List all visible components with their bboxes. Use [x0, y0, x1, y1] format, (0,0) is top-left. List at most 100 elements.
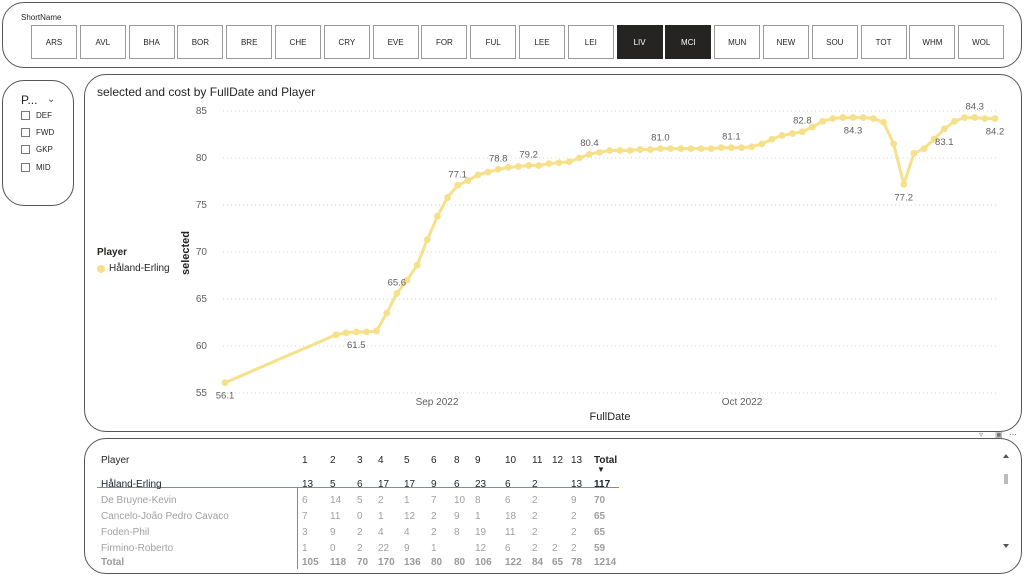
tile-liv[interactable]: LIV: [616, 25, 663, 59]
data-point: [575, 154, 583, 162]
tile-for[interactable]: FOR: [421, 25, 468, 59]
option-label: MID: [36, 163, 51, 172]
table-total-row[interactable]: Total 105 118 70 170 136 80 80 106 122 84 65 78 1214: [97, 555, 617, 571]
tile-lee[interactable]: LEE: [519, 25, 565, 59]
cell-value: 12: [404, 511, 416, 522]
tile-ful[interactable]: FUL: [470, 25, 517, 59]
data-point: [555, 159, 563, 167]
data-point: [798, 128, 806, 136]
cell-value: 2: [532, 543, 538, 553]
data-point: [910, 149, 918, 157]
data-point: [606, 147, 614, 154]
shortname-slicer: ShortName ARS AVL BHA BOR BRE CHE CRY EVE FOR FUL…: [2, 2, 1022, 68]
checkbox[interactable]: [21, 111, 30, 120]
cell-player: Firmino-Roberto: [101, 543, 174, 553]
option-label: DEF: [36, 111, 52, 120]
cell-value: 70: [594, 495, 606, 506]
data-point: [839, 114, 847, 121]
cell-value: 6: [431, 455, 437, 466]
tile-bha[interactable]: BHA: [128, 25, 175, 59]
tile-mci[interactable]: MCI: [665, 25, 712, 59]
data-point: [484, 168, 492, 176]
data-point: [342, 329, 350, 337]
option-def[interactable]: DEF: [21, 111, 52, 120]
data-label: 81.1: [722, 132, 741, 143]
cell-value: 2: [552, 543, 558, 553]
data-point: [768, 135, 776, 143]
data-label: 84.2: [986, 127, 1005, 138]
table-header[interactable]: Player 1 2 3 4 5 6 8 9 10 11 12 13 Total ▼: [97, 453, 617, 474]
data-label: 84.3: [965, 102, 984, 113]
line-chart-visual[interactable]: selected and cost by FullDate and Player…: [84, 74, 1022, 432]
tile-ars[interactable]: ARS: [31, 25, 77, 59]
option-gkp[interactable]: GKP: [21, 145, 53, 154]
data-point: [596, 148, 603, 156]
more-options-icon[interactable]: ⋯: [1009, 430, 1017, 439]
data-point: [869, 115, 877, 122]
tile-che[interactable]: CHE: [275, 25, 321, 59]
option-mid[interactable]: MID: [21, 163, 51, 172]
tile-lei[interactable]: LEI: [567, 25, 614, 59]
table-row[interactable]: De Bruyne-Kevin 6 14 5 2 1 7 10 8 6 2 9 70: [97, 493, 617, 509]
cell-value: 4: [378, 527, 384, 538]
data-point: [504, 164, 512, 171]
cell-value: 6: [357, 479, 363, 490]
cell-value: 13: [302, 479, 314, 490]
cell-value: 22: [378, 543, 390, 553]
data-point: [616, 147, 624, 154]
data-point: [707, 145, 715, 152]
scroll-thumb[interactable]: [1004, 474, 1008, 484]
checkbox[interactable]: [21, 145, 30, 154]
sort-desc-icon[interactable]: ▼: [597, 465, 605, 474]
cell-value: 23: [475, 479, 487, 490]
vertical-scrollbar[interactable]: [1000, 452, 1012, 552]
y-axis-title: selected: [180, 231, 192, 275]
table-row[interactable]: Foden-Phil 3 9 2 4 4 2 8 19 11 2 2 65: [97, 525, 617, 541]
data-point: [748, 143, 756, 151]
data-point: [849, 114, 857, 121]
tile-mun[interactable]: MUN: [714, 25, 761, 59]
option-label: FWD: [36, 128, 55, 137]
tile-avl[interactable]: AVL: [79, 25, 126, 59]
tile-sou[interactable]: SOU: [811, 25, 858, 59]
filter-icon[interactable]: ▿: [979, 430, 984, 439]
focus-mode-icon[interactable]: ▣: [995, 430, 1003, 439]
cell-value: 4: [378, 455, 384, 466]
checkbox[interactable]: [21, 163, 30, 172]
scroll-up-icon[interactable]: [1003, 454, 1009, 458]
checkbox[interactable]: [21, 128, 30, 137]
tile-bor[interactable]: BOR: [177, 25, 224, 59]
tile-cry[interactable]: CRY: [323, 25, 370, 59]
cell-value: 2: [431, 511, 437, 522]
cell-value: 6: [302, 495, 308, 506]
cell-value: 11: [532, 455, 543, 466]
cell-value: 1: [475, 511, 481, 522]
y-tick-label: 55: [196, 388, 208, 399]
data-point: [728, 144, 735, 152]
matrix-visual[interactable]: Player 1 2 3 4 5 6 8 9 10 11 12 13 Total ▼ Håland-Erlin…: [84, 438, 1022, 574]
tile-tot[interactable]: TOT: [860, 25, 907, 59]
tile-whm[interactable]: WHM: [909, 25, 956, 59]
data-label: 79.2: [519, 150, 538, 161]
tile-bre[interactable]: BRE: [226, 25, 273, 59]
data-point: [961, 114, 968, 121]
cell-value: 70: [357, 557, 369, 568]
table-row[interactable]: Cancelo-João Pedro Cavaco 7 11 0 1 12 2 9 1 18 2 2 6…: [97, 509, 617, 525]
data-point: [951, 117, 958, 125]
table-row[interactable]: Håland-Erling 13 5 6 17 17 9 6 23 6 2 13 117: [97, 477, 617, 493]
option-label: GKP: [36, 145, 53, 154]
data-point: [464, 177, 472, 184]
cell-value: 0: [330, 543, 336, 553]
tile-wol[interactable]: WOL: [958, 25, 1005, 59]
data-point: [332, 331, 340, 339]
option-fwd[interactable]: FWD: [21, 128, 54, 137]
cell-value: 2: [571, 511, 577, 522]
x-tick-label: Oct 2022: [722, 397, 763, 408]
legend-item[interactable]: Håland-Erling: [97, 263, 170, 274]
tile-new[interactable]: NEW: [763, 25, 809, 59]
chevron-down-icon[interactable]: ⌄: [47, 94, 56, 105]
scroll-down-icon[interactable]: [1003, 544, 1009, 548]
cell-value: 1: [431, 543, 437, 553]
table-row[interactable]: Firmino-Roberto 1 0 2 22 9 1 12 6 2 2 2 59: [97, 541, 617, 553]
tile-eve[interactable]: EVE: [372, 25, 419, 59]
